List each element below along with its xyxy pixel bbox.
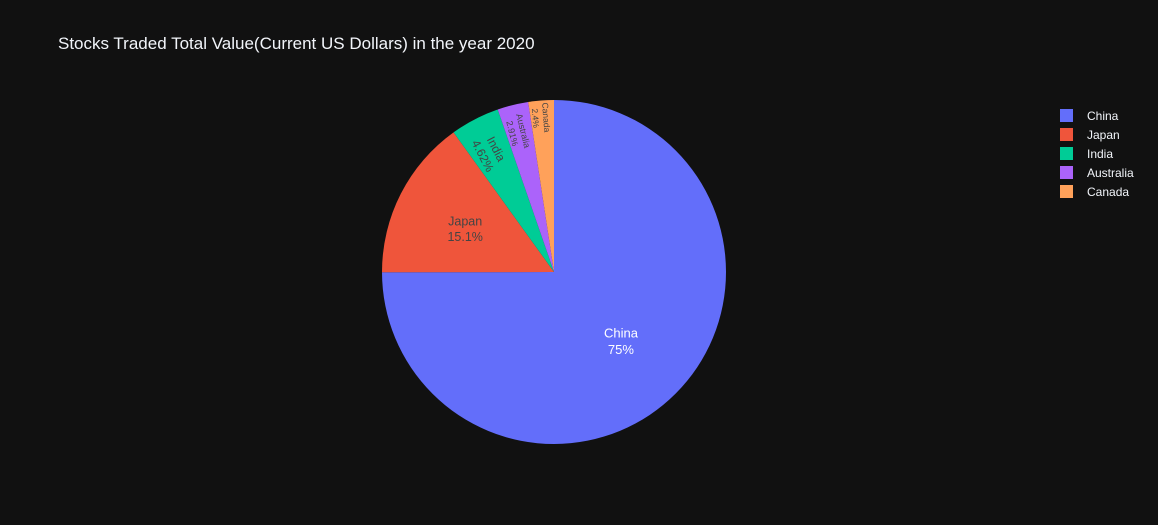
- legend-label: Australia: [1087, 165, 1134, 180]
- legend-swatch: [1060, 185, 1073, 198]
- pie-label-name: Canada: [540, 102, 552, 133]
- pie-label-name: China: [604, 326, 639, 341]
- legend-swatch: [1060, 128, 1073, 141]
- legend-swatch: [1060, 109, 1073, 122]
- pie-label-percent: 15.1%: [447, 230, 482, 244]
- legend-item-australia[interactable]: Australia: [1060, 163, 1134, 182]
- legend-item-china[interactable]: China: [1060, 106, 1134, 125]
- pie-slice-china[interactable]: [382, 100, 726, 445]
- pie-label-china: China 75%: [604, 326, 639, 357]
- chart-title: Stocks Traded Total Value(Current US Dol…: [58, 34, 535, 53]
- legend-label: Japan: [1087, 127, 1120, 142]
- pie-label-canada: Canada2.4%: [529, 102, 552, 134]
- pie-slice-australia[interactable]: [497, 101, 554, 272]
- legend-label: China: [1087, 108, 1119, 123]
- pie-slices: [382, 100, 726, 445]
- legend-item-japan[interactable]: Japan: [1060, 125, 1134, 144]
- legend-label: India: [1087, 146, 1114, 161]
- pie-label-percent: 75%: [608, 342, 634, 357]
- pie-label-percent: 2.4%: [530, 108, 541, 129]
- legend-swatch: [1060, 147, 1073, 160]
- pie-slice-india[interactable]: [453, 109, 554, 272]
- pie-label-name: Japan: [448, 214, 482, 228]
- pie-label-japan: Japan 15.1%: [447, 214, 482, 244]
- pie-slice-canada[interactable]: [528, 100, 554, 272]
- legend-item-canada[interactable]: Canada: [1060, 182, 1134, 201]
- pie-slice-labels: China 75%Japan 15.1%India4.62%Australia2.9…: [447, 102, 638, 357]
- legend-item-india[interactable]: India: [1060, 144, 1134, 163]
- legend-swatch: [1060, 166, 1073, 179]
- legend: China Japan India Australia Canada: [1060, 106, 1134, 201]
- pie-slice-japan[interactable]: [382, 132, 554, 273]
- legend-label: Canada: [1087, 184, 1130, 199]
